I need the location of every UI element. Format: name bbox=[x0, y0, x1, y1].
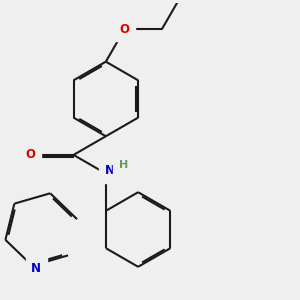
Text: H: H bbox=[119, 160, 128, 170]
Text: O: O bbox=[119, 23, 130, 36]
Text: N: N bbox=[31, 262, 41, 275]
Text: N: N bbox=[105, 164, 115, 177]
Text: O: O bbox=[25, 148, 35, 161]
